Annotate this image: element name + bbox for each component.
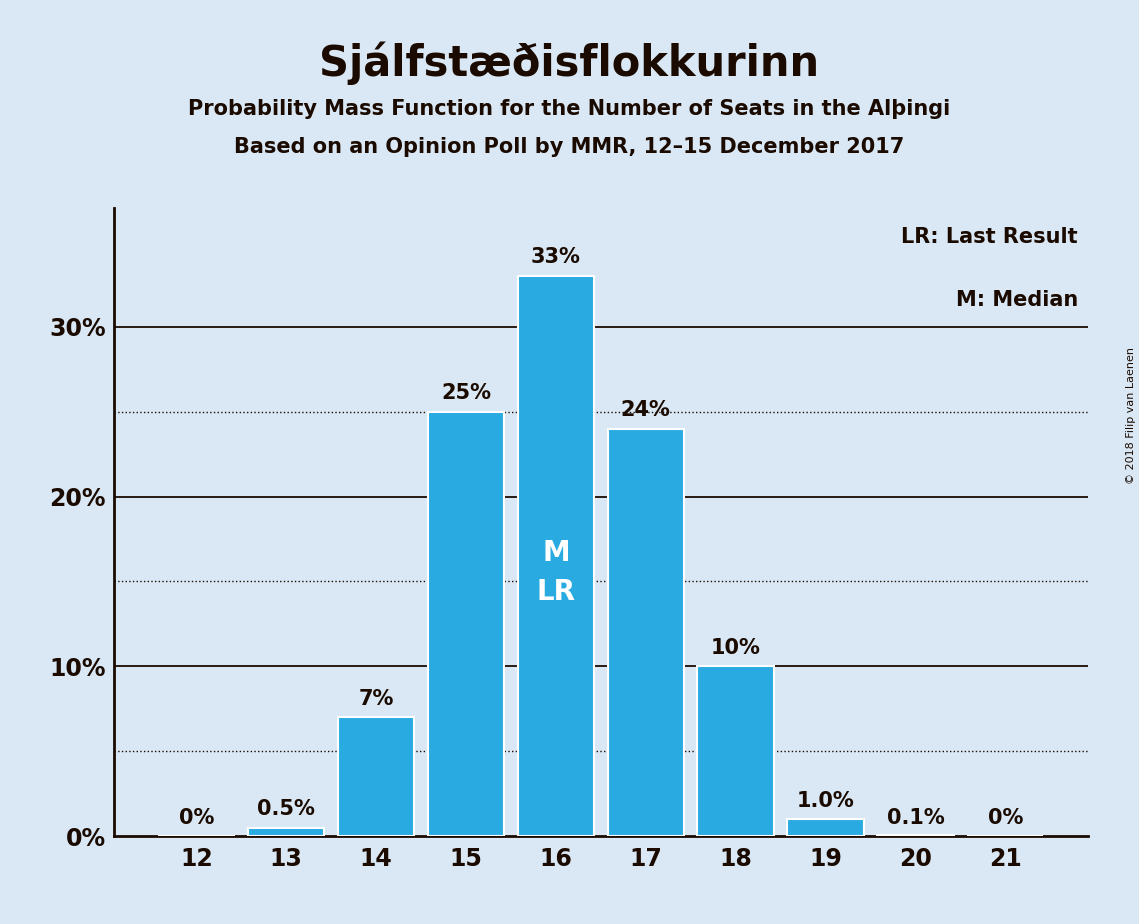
Bar (248, 828, 325, 836)
Bar (787, 820, 863, 836)
Text: 0%: 0% (988, 808, 1023, 828)
Text: 0.1%: 0.1% (886, 808, 944, 828)
Text: LR: Last Result: LR: Last Result (901, 226, 1077, 247)
Bar (338, 717, 415, 836)
Text: 33%: 33% (531, 248, 581, 267)
Bar (607, 429, 683, 836)
Text: 10%: 10% (711, 638, 761, 658)
Bar (877, 834, 953, 836)
Text: Sjálfstæðisflokkurinn: Sjálfstæðisflokkurinn (319, 42, 820, 85)
Text: 1.0%: 1.0% (796, 791, 854, 810)
Text: Based on an Opinion Poll by MMR, 12–15 December 2017: Based on an Opinion Poll by MMR, 12–15 D… (235, 137, 904, 157)
Text: 24%: 24% (621, 400, 671, 420)
Text: 25%: 25% (441, 383, 491, 403)
Bar (428, 412, 505, 836)
Text: 0%: 0% (179, 808, 214, 828)
Text: M
LR: M LR (536, 540, 575, 606)
Text: © 2018 Filip van Laenen: © 2018 Filip van Laenen (1126, 347, 1136, 484)
Text: 0.5%: 0.5% (257, 799, 316, 820)
Text: M: Median: M: Median (956, 289, 1077, 310)
Text: 7%: 7% (359, 689, 394, 709)
Text: Probability Mass Function for the Number of Seats in the Alþingi: Probability Mass Function for the Number… (188, 99, 951, 119)
Bar (518, 276, 595, 836)
Bar (697, 666, 773, 836)
